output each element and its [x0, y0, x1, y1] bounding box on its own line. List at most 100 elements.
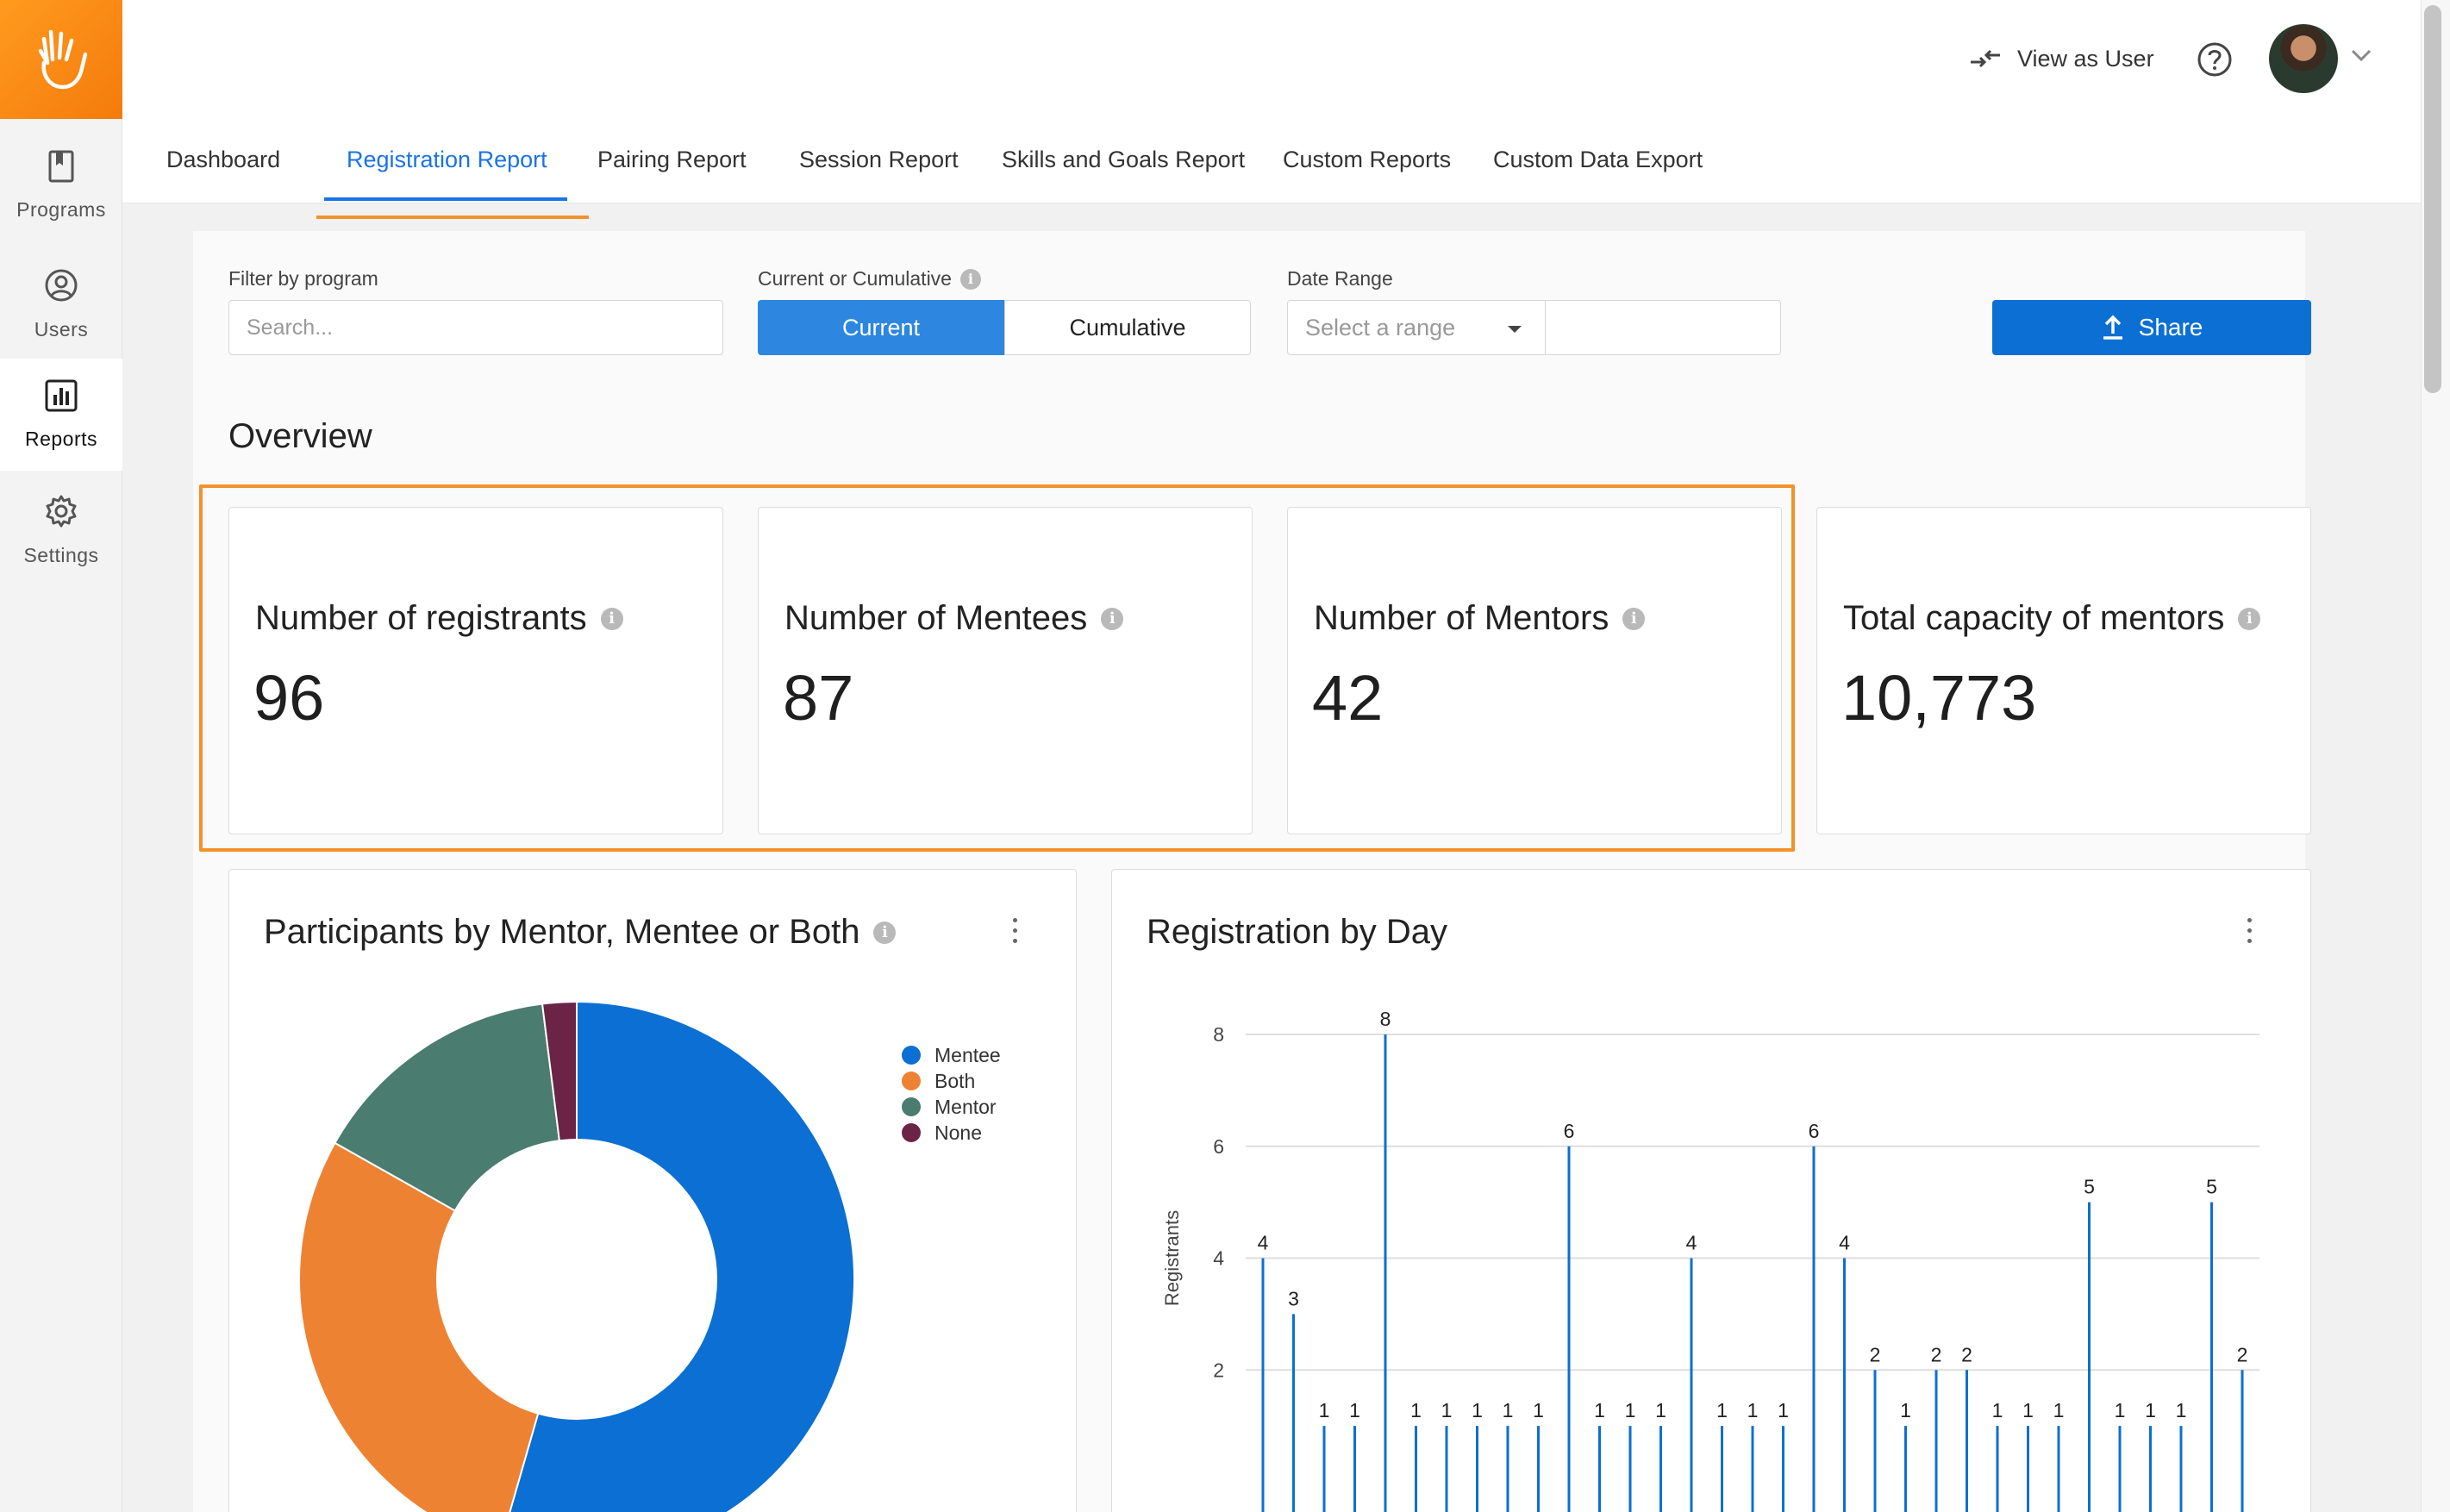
bar[interactable] — [2088, 1202, 2091, 1512]
tab-session-report[interactable]: Session Report — [799, 147, 959, 172]
donut-slice-both[interactable] — [298, 1141, 540, 1512]
sidebar-item-users[interactable]: Users — [0, 248, 122, 360]
mode-label-group: Current or Cumulative i — [758, 267, 981, 291]
stat-card-registrants: Number of registrants i 96 — [228, 507, 723, 834]
date-range-input[interactable] — [1545, 300, 1781, 355]
bar[interactable] — [1476, 1426, 1478, 1512]
bar-data-label: 2 — [1961, 1343, 1972, 1365]
bar[interactable] — [1751, 1426, 1754, 1512]
mode-label: Current or Cumulative — [758, 267, 952, 290]
bar[interactable] — [2210, 1202, 2213, 1512]
donut-slice-mentee[interactable] — [500, 1000, 855, 1512]
help-icon[interactable] — [2197, 41, 2233, 82]
bar[interactable] — [1934, 1370, 1938, 1512]
donut-chart — [298, 1000, 855, 1512]
book-icon — [47, 150, 75, 188]
bar-data-label: 1 — [2145, 1399, 2156, 1421]
program-search-input[interactable] — [228, 300, 723, 355]
legend-label: Mentor — [934, 1095, 997, 1118]
sidebar-item-settings[interactable]: Settings — [0, 474, 122, 586]
bar[interactable] — [1567, 1146, 1571, 1512]
legend-item[interactable]: Mentee — [902, 1042, 1001, 1068]
bar[interactable] — [1721, 1426, 1723, 1512]
bar[interactable] — [2027, 1426, 2029, 1512]
top-header: View as User Dashboard Registration Repo… — [122, 0, 2421, 203]
bar[interactable] — [1322, 1426, 1326, 1512]
donut-slice-none[interactable] — [541, 1000, 578, 1142]
stats-highlight-box — [199, 484, 1795, 852]
bar[interactable] — [1261, 1258, 1265, 1512]
stat-value: 42 — [1312, 662, 1384, 734]
sidebar-item-programs[interactable]: Programs — [0, 129, 122, 241]
legend-item[interactable]: None — [902, 1120, 1001, 1146]
y-tick-label: 8 — [1213, 1023, 1224, 1046]
info-icon[interactable]: i — [959, 268, 981, 290]
bar[interactable] — [1996, 1426, 1999, 1512]
stat-card-mentees: Number of Mentees i 87 — [758, 507, 1253, 834]
legend-swatch — [902, 1123, 921, 1142]
bar[interactable] — [2179, 1426, 2183, 1512]
info-icon[interactable]: i — [600, 607, 623, 630]
bar[interactable] — [1598, 1426, 1601, 1512]
info-icon[interactable]: i — [873, 921, 897, 944]
date-range-select[interactable]: Select a range — [1287, 300, 1546, 355]
chevron-down-icon[interactable] — [2350, 48, 2372, 66]
bar[interactable] — [1782, 1426, 1784, 1512]
more-options-icon[interactable] — [1010, 918, 1019, 946]
bar[interactable] — [1843, 1258, 1846, 1512]
legend-item[interactable]: Both — [902, 1068, 1001, 1094]
bar[interactable] — [1415, 1426, 1417, 1512]
bar-data-label: 3 — [1288, 1287, 1299, 1309]
view-as-user-button[interactable]: View as User — [1969, 41, 2154, 76]
bar[interactable] — [2057, 1426, 2060, 1512]
tab-registration-report[interactable]: Registration Report — [347, 147, 547, 172]
bar[interactable] — [1904, 1426, 1907, 1512]
bar[interactable] — [1812, 1146, 1816, 1512]
bar-data-label: 8 — [1380, 1008, 1391, 1030]
sidebar-item-label: Settings — [23, 543, 99, 566]
tab-custom-data-export[interactable]: Custom Data Export — [1493, 147, 1703, 172]
brand-logo[interactable] — [0, 0, 122, 119]
user-avatar[interactable] — [2269, 24, 2338, 93]
hand-logo-icon — [38, 29, 88, 90]
sidebar-item-reports[interactable]: Reports — [0, 359, 122, 471]
bar[interactable] — [2241, 1370, 2244, 1512]
bar[interactable] — [1292, 1314, 1295, 1512]
bar[interactable] — [1445, 1426, 1448, 1512]
bar[interactable] — [1353, 1426, 1356, 1512]
scrollbar-thumb[interactable] — [2424, 5, 2441, 393]
bar[interactable] — [2118, 1426, 2122, 1512]
cumulative-button[interactable]: Cumulative — [1004, 300, 1251, 355]
legend-swatch — [902, 1097, 921, 1116]
tab-pairing-report[interactable]: Pairing Report — [597, 147, 747, 172]
info-icon[interactable]: i — [1622, 607, 1646, 630]
tab-skills-goals-report[interactable]: Skills and Goals Report — [1002, 147, 1246, 172]
info-icon[interactable]: i — [1101, 607, 1124, 630]
bar-data-label: 6 — [1809, 1120, 1820, 1142]
bar[interactable] — [2149, 1426, 2152, 1512]
info-icon[interactable]: i — [2238, 607, 2261, 630]
bar[interactable] — [1690, 1258, 1693, 1512]
current-button[interactable]: Current — [758, 300, 1004, 355]
bar[interactable] — [1384, 1034, 1387, 1512]
sidebar-item-label: Users — [34, 317, 89, 341]
bar[interactable] — [1659, 1426, 1662, 1512]
share-button[interactable]: Share — [1992, 300, 2311, 355]
donut-slice-mentor[interactable] — [334, 1003, 561, 1212]
bar[interactable] — [1966, 1370, 1968, 1512]
stat-label-group: Number of registrants i — [255, 599, 623, 638]
bar-data-label: 1 — [2115, 1399, 2126, 1421]
more-options-icon[interactable] — [2245, 918, 2253, 946]
legend-label: Both — [934, 1069, 976, 1092]
bar[interactable] — [1873, 1370, 1877, 1512]
bar[interactable] — [1628, 1426, 1632, 1512]
bar-data-label: 4 — [1686, 1232, 1697, 1254]
legend-item[interactable]: Mentor — [902, 1094, 1001, 1120]
tab-dashboard[interactable]: Dashboard — [166, 147, 281, 172]
bar[interactable] — [1506, 1426, 1509, 1512]
stat-card-mentor-capacity: Total capacity of mentors i 10,773 — [1816, 507, 2311, 834]
bar[interactable] — [1537, 1426, 1540, 1512]
bar-data-label: 1 — [1992, 1399, 2003, 1421]
tab-custom-reports[interactable]: Custom Reports — [1283, 147, 1452, 172]
